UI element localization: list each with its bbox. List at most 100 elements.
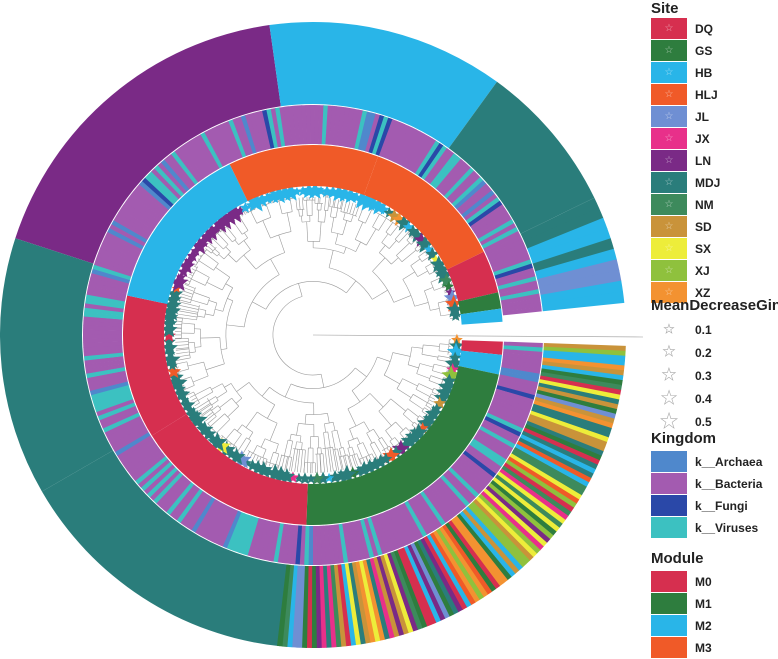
legend-swatch [651, 637, 687, 658]
tree-branch [187, 362, 189, 369]
tree-branch [355, 239, 366, 245]
tree-branch [417, 374, 430, 379]
tree-branch [298, 423, 313, 424]
star-icon: ☆ [665, 178, 674, 188]
tree-branch [382, 234, 389, 243]
tree-branch [197, 316, 204, 317]
tree-branch [330, 217, 335, 218]
tree-branch [210, 244, 216, 249]
tree-branch [290, 434, 291, 440]
tree-branch [295, 442, 296, 449]
tree-branch [287, 213, 291, 232]
legend-label: 0.5 [695, 415, 712, 429]
legend-kingdom-title: Kingdom [651, 430, 716, 447]
tree-branch [181, 294, 192, 297]
legend-label: JX [695, 132, 710, 146]
tree-branch [209, 396, 216, 400]
tree-branch [288, 440, 293, 441]
tree-branch [333, 422, 335, 430]
tree-branch [413, 394, 427, 402]
tree-branch [367, 433, 372, 443]
tree-branch [384, 375, 400, 384]
tree-branch [175, 342, 188, 343]
star-icon: ☆ [665, 288, 674, 298]
tree-branch [366, 229, 376, 245]
tree-branch [232, 239, 236, 242]
tree-branch [271, 259, 280, 275]
legend-site-item: ☆JL [651, 105, 709, 128]
tree-branch [349, 422, 364, 429]
tree-branch [177, 358, 190, 360]
legend-swatch [651, 451, 687, 472]
tree-branch [270, 452, 274, 463]
tree-branch [177, 311, 197, 315]
kingdom-segment [310, 105, 315, 144]
tree-branch [291, 368, 355, 389]
tree-branch [182, 385, 184, 386]
star-icon: ☆ [665, 46, 674, 56]
tree-branch [176, 317, 197, 320]
legend-label: 0.3 [695, 369, 712, 383]
tree-branch [339, 448, 341, 456]
tree-branch [253, 445, 257, 453]
tree-branch [300, 436, 301, 442]
tree-branch [420, 364, 433, 368]
legend-swatch [651, 517, 687, 538]
tree-branch [266, 281, 346, 309]
tree-branch [210, 387, 213, 392]
tree-branch [256, 253, 285, 270]
tree-branch [192, 287, 196, 297]
tree-branch [258, 456, 267, 460]
tree-branch [266, 204, 271, 217]
legend-label: M1 [695, 597, 712, 611]
tree-branch [359, 457, 366, 460]
tree-branch [301, 450, 303, 473]
tree-branch [226, 284, 233, 288]
tree-branch [257, 412, 277, 423]
legend-module-item: M1 [651, 592, 712, 615]
tree-branch [324, 424, 325, 433]
tree-branch [219, 254, 224, 259]
tree-branch [425, 267, 429, 274]
tree-branch [324, 433, 326, 449]
tree-branch [379, 411, 392, 426]
tree-branch [348, 438, 357, 442]
tree-branch [337, 430, 341, 448]
tree-branch [176, 348, 189, 349]
tree-branch [347, 202, 350, 213]
legend-label: 0.1 [695, 323, 712, 337]
tree-branch [318, 436, 319, 447]
tree-branch [402, 250, 416, 262]
tree-branch [324, 422, 333, 424]
legend-site-item: ☆HB [651, 61, 712, 84]
tree-branch [418, 257, 421, 262]
tree-branch [431, 282, 434, 290]
legend-label: M2 [695, 619, 712, 633]
tree-branch [293, 449, 297, 450]
star-icon: ★ [651, 323, 687, 335]
tree-branch [177, 355, 190, 357]
tree-branch [290, 199, 292, 212]
tree-branch [328, 447, 333, 448]
tree-branch [329, 250, 333, 267]
legend-swatch: ☆ [651, 62, 687, 83]
tree-branch [352, 391, 360, 402]
legend-swatch [651, 571, 687, 592]
tree-branch [325, 448, 328, 472]
tree-branch [348, 448, 350, 456]
tree-branch [336, 208, 338, 218]
legend-swatch [651, 615, 687, 636]
tree-branch [205, 248, 211, 253]
legend-label: GS [695, 44, 712, 58]
legend-module-item: M2 [651, 614, 712, 637]
tree-branch [320, 222, 321, 242]
legend-site-item: ☆HLJ [651, 83, 718, 106]
legend-label: HLJ [695, 88, 718, 102]
tree-branch [327, 413, 329, 423]
tree-branch [209, 300, 217, 303]
star-icon: ★ [651, 367, 687, 384]
legend-kingdom-item: k__Viruses [651, 516, 758, 539]
legend-swatch: ☆ [651, 18, 687, 39]
tree-branch [305, 414, 306, 424]
tree-branch [196, 270, 209, 277]
